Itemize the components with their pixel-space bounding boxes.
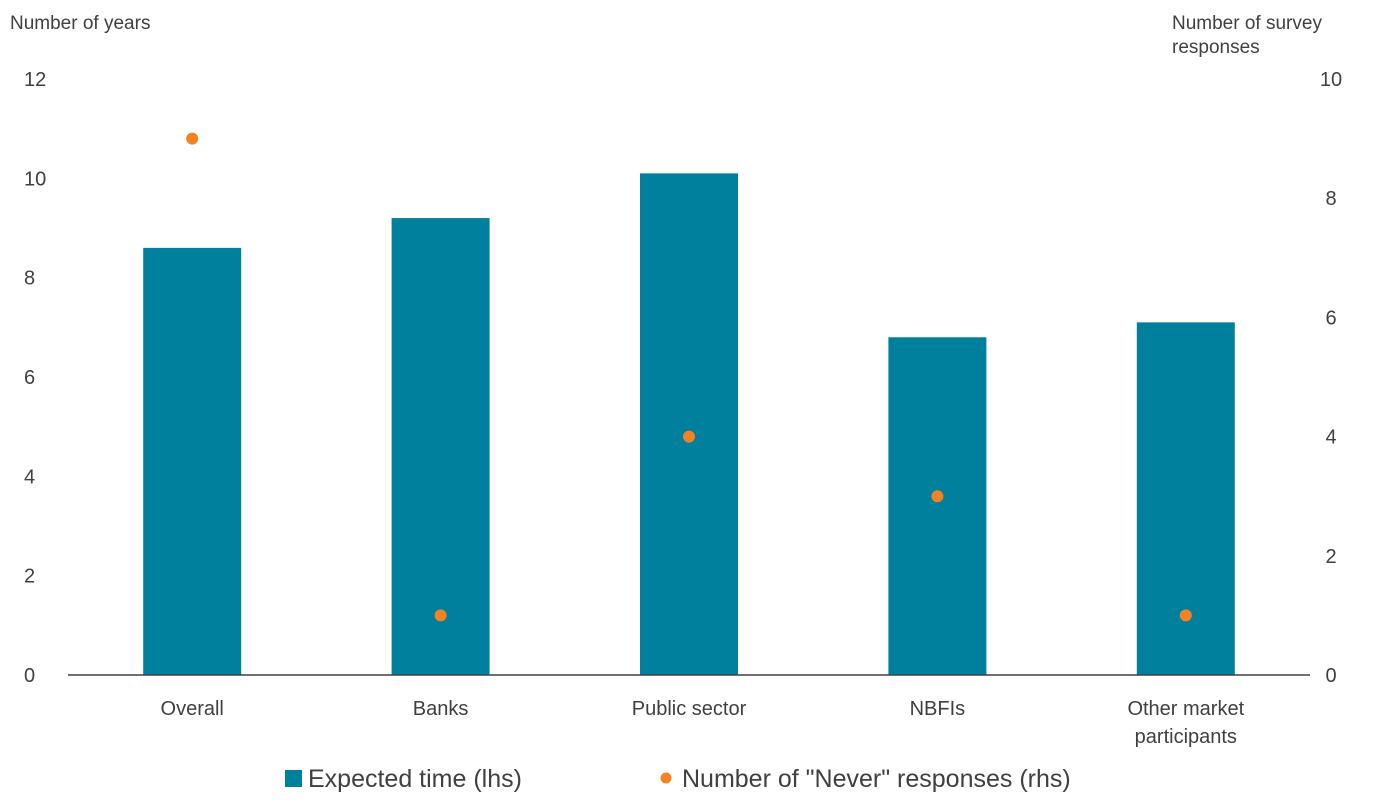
right-tick-label: 8 xyxy=(1325,188,1336,210)
scatter-point xyxy=(931,490,944,503)
legend-label: Number of "Never" responses (rhs) xyxy=(682,765,1071,793)
right-tick-label: 6 xyxy=(1325,307,1336,329)
category-label: Other market xyxy=(1127,698,1244,720)
left-tick-label: 0 xyxy=(24,665,35,687)
category-label: Banks xyxy=(413,698,469,720)
right-tick-label: 2 xyxy=(1325,546,1336,568)
left-tick-label: 8 xyxy=(24,268,35,290)
right-tick-label: 10 xyxy=(1320,69,1342,91)
legend-swatch-bar xyxy=(285,770,302,787)
left-tick-label: 2 xyxy=(24,566,35,588)
category-label: Overall xyxy=(161,698,224,720)
left-tick-label: 4 xyxy=(24,466,35,488)
category-label: Public sector xyxy=(632,698,747,720)
left-tick-label: 10 xyxy=(24,168,46,190)
left-tick-label: 6 xyxy=(24,367,35,389)
right-axis-title: Number of survey xyxy=(1172,13,1322,34)
legend-label: Expected time (lhs) xyxy=(308,765,522,793)
right-tick-label: 4 xyxy=(1325,427,1336,449)
bar xyxy=(391,218,490,676)
left-tick-label: 12 xyxy=(24,69,46,91)
bar xyxy=(888,337,987,675)
bar xyxy=(1136,322,1235,675)
scatter-point xyxy=(186,132,199,145)
scatter-point xyxy=(434,609,447,622)
scatter-point xyxy=(683,430,695,443)
category-label: NBFIs xyxy=(910,698,966,720)
category-label: participants xyxy=(1135,726,1237,748)
bar xyxy=(640,173,738,675)
legend-swatch-point xyxy=(660,772,672,784)
scatter-point xyxy=(1179,609,1192,622)
right-axis-title: responses xyxy=(1172,37,1260,58)
right-tick-label: 0 xyxy=(1325,665,1336,687)
bar xyxy=(143,247,242,675)
left-axis-title: Number of years xyxy=(10,13,150,34)
